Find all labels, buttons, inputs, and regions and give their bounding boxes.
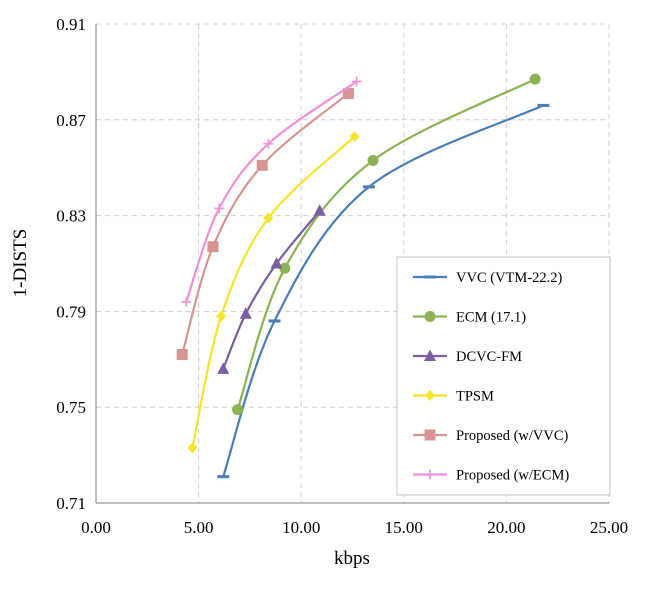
series-4 bbox=[176, 87, 354, 361]
legend-label: Proposed (w/VVC) bbox=[456, 428, 569, 444]
series-line bbox=[236, 78, 536, 410]
data-point bbox=[367, 155, 379, 167]
x-tick-label: 20.00 bbox=[487, 518, 525, 537]
x-tick-label: 25.00 bbox=[590, 518, 628, 537]
series-line bbox=[222, 210, 321, 370]
data-point bbox=[263, 212, 274, 224]
data-point bbox=[187, 442, 198, 454]
series-line bbox=[191, 135, 356, 449]
x-axis-title: kbps bbox=[334, 548, 370, 569]
data-point bbox=[214, 203, 225, 214]
series-5 bbox=[181, 76, 362, 307]
data-point bbox=[256, 159, 268, 171]
data-point bbox=[181, 296, 192, 307]
legend-label: VVC (VTM-22.2) bbox=[456, 270, 562, 286]
legend-label: DCVC-FM bbox=[456, 349, 522, 365]
x-tick-label: 15.00 bbox=[385, 518, 423, 537]
data-point bbox=[176, 349, 188, 361]
legend-box bbox=[396, 256, 611, 496]
data-point bbox=[239, 307, 252, 319]
legend-marker bbox=[424, 349, 436, 361]
legend-item: VVC (VTM-22.2) bbox=[413, 270, 562, 286]
y-tick-label: 0.83 bbox=[56, 207, 86, 226]
legend-label: Proposed (w/ECM) bbox=[456, 468, 569, 484]
series-line bbox=[185, 80, 358, 303]
legend-item: DCVC-FM bbox=[413, 349, 522, 365]
series-2 bbox=[217, 204, 326, 374]
series-layer bbox=[176, 73, 550, 479]
y-axis-title: 1-DISTS bbox=[10, 229, 31, 298]
axis-layer: 0.00 5.00 10.00 15.00 20.00 25.00 0.71 0.75 0.79… bbox=[56, 15, 628, 537]
series-1 bbox=[232, 73, 541, 416]
data-point bbox=[279, 262, 291, 274]
y-tick-label: 0.79 bbox=[56, 302, 86, 321]
series-line bbox=[181, 92, 350, 355]
legend-item: Proposed (w/ECM) bbox=[413, 468, 569, 484]
legend-item: TPSM bbox=[413, 389, 494, 405]
legend-label: ECM (17.1) bbox=[456, 310, 526, 326]
data-point bbox=[216, 310, 227, 322]
legend-marker bbox=[425, 469, 435, 480]
legend-label: TPSM bbox=[456, 389, 494, 405]
x-tick-label: 5.00 bbox=[184, 518, 214, 537]
data-point bbox=[207, 241, 219, 253]
data-point bbox=[529, 73, 541, 85]
series-0 bbox=[217, 103, 550, 479]
y-tick-label: 0.75 bbox=[56, 398, 86, 417]
legend: VVC (VTM-22.2) ECM (17.1) DCVC-FM TPSM Propo… bbox=[396, 256, 611, 496]
data-point bbox=[342, 87, 354, 99]
y-tick-label: 0.87 bbox=[56, 111, 86, 130]
series-line bbox=[222, 104, 544, 477]
series-3 bbox=[187, 131, 360, 454]
data-point bbox=[351, 76, 362, 87]
legend-item: Proposed (w/VVC) bbox=[413, 428, 569, 444]
legend-marker bbox=[424, 429, 436, 441]
data-point bbox=[270, 257, 283, 269]
legend-marker bbox=[425, 390, 435, 401]
x-tick-label: 10.00 bbox=[282, 518, 320, 537]
y-tick-label: 0.91 bbox=[56, 15, 86, 34]
data-point bbox=[263, 138, 274, 149]
data-point bbox=[232, 404, 244, 416]
x-tick-label: 0.00 bbox=[81, 518, 111, 537]
data-point bbox=[217, 362, 230, 374]
data-point bbox=[313, 204, 326, 216]
legend-marker bbox=[424, 311, 436, 322]
legend-item: ECM (17.1) bbox=[413, 310, 526, 326]
y-tick-label: 0.71 bbox=[56, 494, 86, 513]
data-point bbox=[349, 131, 360, 143]
legend-items: VVC (VTM-22.2) ECM (17.1) DCVC-FM TPSM Propo… bbox=[413, 270, 569, 484]
